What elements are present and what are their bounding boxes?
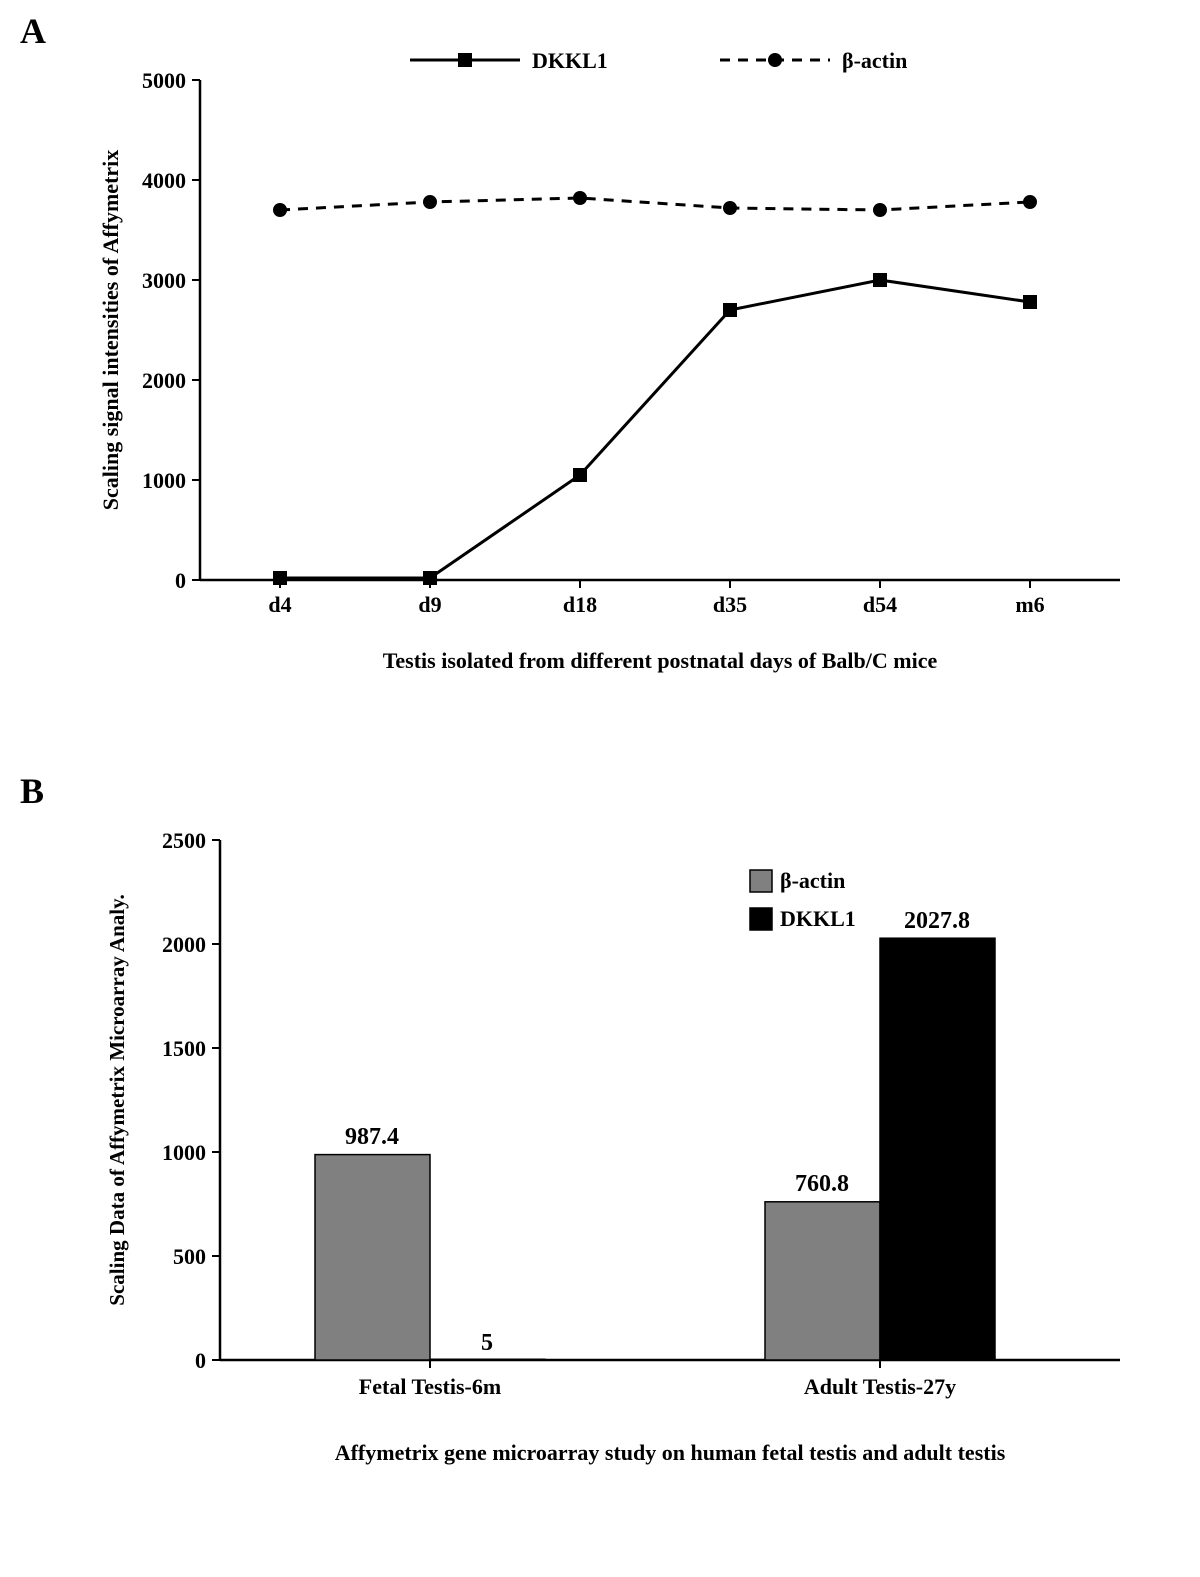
ytick-label: 2000 bbox=[142, 368, 186, 393]
bar-value-label: 2027.8 bbox=[904, 908, 970, 934]
chart-legend: DKKL1 β-actin bbox=[410, 48, 907, 73]
ytick-label: 3000 bbox=[142, 268, 186, 293]
line-chart-a: 0 1000 2000 3000 4000 5000 d4 d9 d18 d35… bbox=[80, 20, 1180, 740]
series-markers-bactin bbox=[273, 191, 1037, 217]
xtick-label: d54 bbox=[863, 592, 897, 617]
ytick-label: 0 bbox=[195, 1348, 206, 1373]
y-ticks: 0 1000 2000 3000 4000 5000 bbox=[142, 68, 200, 593]
legend-label: β-actin bbox=[780, 868, 845, 893]
bar-chart-b: 0 500 1000 1500 2000 2500 β-actin DKKL1 … bbox=[80, 780, 1180, 1540]
xtick-label: d18 bbox=[563, 592, 597, 617]
ytick-label: 1000 bbox=[162, 1140, 206, 1165]
y-ticks: 0 500 1000 1500 2000 2500 bbox=[162, 828, 220, 1373]
xtick-label: d4 bbox=[268, 592, 291, 617]
legend-label: β-actin bbox=[842, 48, 907, 73]
bar-dkkl1-adult bbox=[880, 938, 995, 1360]
bar-bactin-fetal bbox=[315, 1155, 430, 1360]
chart-legend: β-actin DKKL1 bbox=[750, 868, 856, 931]
ytick-label: 1000 bbox=[142, 468, 186, 493]
x-axis-label: Testis isolated from different postnatal… bbox=[383, 648, 938, 673]
bar-value-label: 987.4 bbox=[345, 1124, 399, 1150]
xtick-label: d35 bbox=[713, 592, 747, 617]
ytick-label: 0 bbox=[175, 568, 186, 593]
ytick-label: 4000 bbox=[142, 168, 186, 193]
ytick-label: 500 bbox=[173, 1244, 206, 1269]
ytick-label: 2500 bbox=[162, 828, 206, 853]
bar-dkkl1-fetal bbox=[430, 1359, 545, 1360]
bar-value-label: 760.8 bbox=[795, 1171, 849, 1197]
ytick-label: 1500 bbox=[162, 1036, 206, 1061]
x-ticks: d4 d9 d18 d35 d54 m6 bbox=[268, 580, 1044, 617]
panel-b-label: B bbox=[20, 770, 44, 812]
xtick-label: Fetal Testis-6m bbox=[359, 1374, 501, 1399]
y-axis-label: Scaling Data of Affymetrix Microarray An… bbox=[105, 894, 129, 1305]
ytick-label: 5000 bbox=[142, 68, 186, 93]
x-ticks: Fetal Testis-6m Adult Testis-27y bbox=[359, 1360, 956, 1399]
xtick-label: Adult Testis-27y bbox=[804, 1374, 956, 1399]
x-axis-label: Affymetrix gene microarray study on huma… bbox=[335, 1440, 1006, 1465]
series-line-dkkl1 bbox=[280, 280, 1030, 578]
legend-label: DKKL1 bbox=[780, 906, 856, 931]
xtick-label: d9 bbox=[418, 592, 441, 617]
xtick-label: m6 bbox=[1015, 592, 1044, 617]
y-axis-label: Scaling signal intensities of Affymetrix bbox=[98, 150, 123, 511]
panel-a-label: A bbox=[20, 10, 46, 52]
series-line-bactin bbox=[280, 198, 1030, 210]
figure-page: A 0 1000 2000 3000 4000 5000 d4 d9 bbox=[0, 0, 1200, 1577]
bar-bactin-adult bbox=[765, 1202, 880, 1360]
bar-value-label: 5 bbox=[481, 1330, 493, 1356]
legend-label: DKKL1 bbox=[532, 48, 608, 73]
ytick-label: 2000 bbox=[162, 932, 206, 957]
series-markers-dkkl1 bbox=[273, 273, 1037, 585]
